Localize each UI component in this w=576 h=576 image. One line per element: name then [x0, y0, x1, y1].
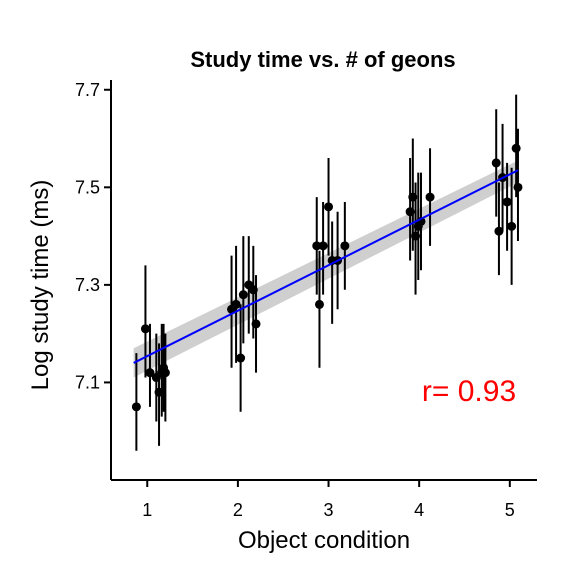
- y-tick-label: 7.7: [75, 80, 100, 100]
- data-point: [405, 207, 415, 217]
- correlation-annotation: r= 0.93: [422, 375, 516, 408]
- confidence-band-layer: [133, 160, 518, 378]
- data-point: [154, 387, 164, 397]
- data-point: [408, 192, 418, 202]
- data-point: [160, 368, 170, 378]
- fit-line-layer: [133, 169, 519, 364]
- chart-title: Study time vs. # of geons: [190, 47, 455, 72]
- data-point: [411, 231, 421, 241]
- y-ticks: 7.1 7.3 7.5 7.7: [75, 80, 111, 392]
- data-point: [511, 143, 521, 153]
- x-ticks: 1 2 3 4 5: [142, 480, 515, 520]
- x-tick-label: 2: [233, 500, 243, 520]
- x-tick-label: 5: [505, 500, 515, 520]
- data-point: [312, 241, 322, 251]
- fit-line: [133, 169, 519, 364]
- x-axis-label: Object condition: [238, 527, 410, 554]
- y-axis-label: Log study time (ms): [27, 180, 54, 391]
- y-tick-label: 7.3: [75, 275, 100, 295]
- data-point: [491, 158, 501, 168]
- data-points-layer: [131, 143, 523, 412]
- data-point: [145, 368, 155, 378]
- data-point: [231, 299, 241, 309]
- data-point: [324, 202, 334, 212]
- confidence-band: [133, 160, 518, 378]
- data-point: [238, 290, 248, 300]
- data-point: [314, 299, 324, 309]
- x-tick-label: 4: [414, 500, 424, 520]
- x-tick-label: 1: [142, 500, 152, 520]
- y-tick-label: 7.5: [75, 177, 100, 197]
- data-point: [494, 226, 504, 236]
- data-point: [502, 197, 512, 207]
- data-point: [425, 192, 435, 202]
- data-point: [131, 402, 141, 412]
- data-point: [236, 353, 246, 363]
- data-point: [318, 241, 328, 251]
- data-point: [251, 319, 261, 329]
- data-point: [507, 221, 517, 231]
- data-point: [140, 324, 150, 334]
- y-tick-label: 7.1: [75, 372, 100, 392]
- data-point: [340, 241, 350, 251]
- axes: [110, 80, 537, 481]
- data-point: [248, 285, 258, 295]
- data-point: [513, 182, 523, 192]
- x-tick-label: 3: [324, 500, 334, 520]
